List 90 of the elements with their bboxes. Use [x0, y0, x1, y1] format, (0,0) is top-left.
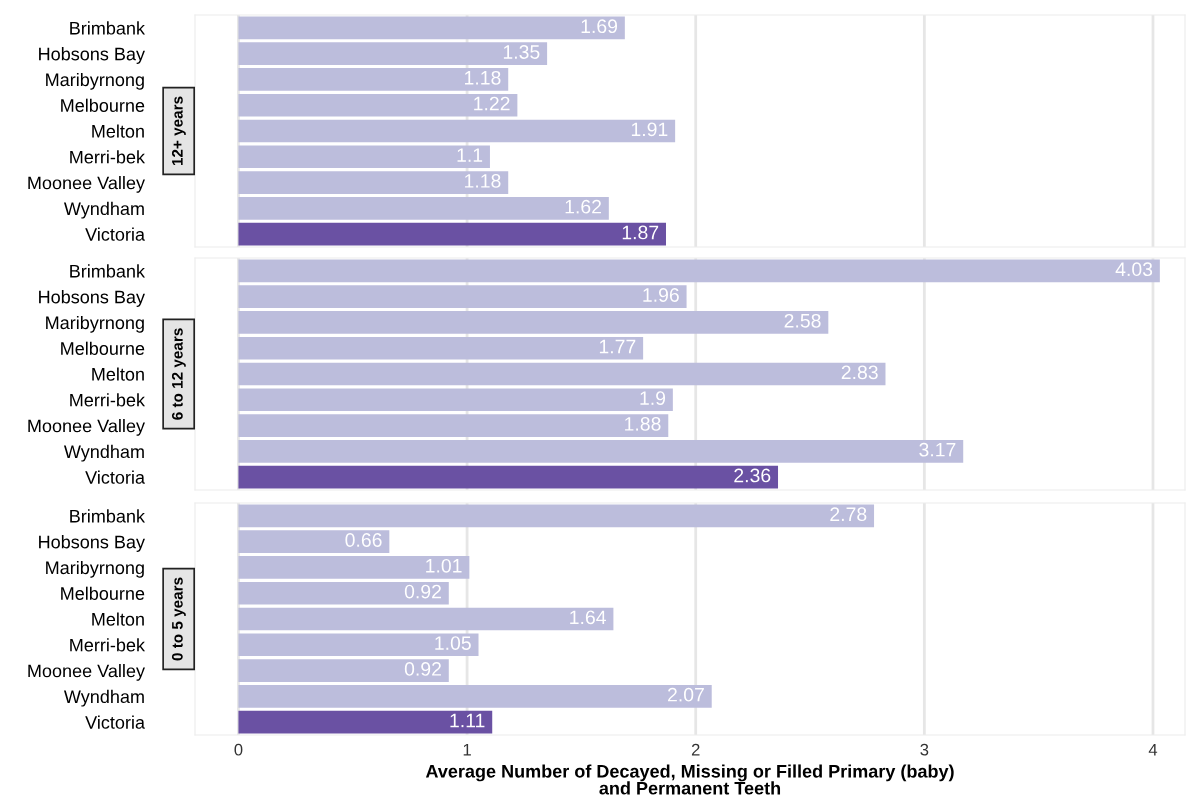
y-tick-label: Maribyrnong — [46, 315, 144, 333]
data-label: 0.92 — [404, 584, 441, 599]
data-label: 3.17 — [919, 442, 956, 457]
bar — [238, 414, 669, 437]
y-tick-label: Brimbank — [70, 264, 146, 278]
bar — [238, 581, 449, 605]
y-tick-label: Victoria — [85, 227, 145, 241]
y-tick-label: Moonee Valley — [28, 176, 145, 193]
data-label: 1.22 — [474, 96, 510, 111]
bar — [238, 42, 548, 66]
bar — [238, 684, 712, 708]
data-label: 2.78 — [830, 507, 867, 522]
text: 12+ years — [171, 96, 186, 166]
bar — [238, 465, 779, 489]
bar — [238, 388, 673, 412]
y-tick-label: Melbourne — [61, 586, 145, 600]
bar — [238, 196, 609, 220]
y-tick-label: Victoria — [85, 470, 145, 484]
data-label: 1.69 — [581, 19, 618, 34]
data-label: 1.62 — [565, 199, 601, 214]
data-label: 0.66 — [345, 533, 382, 547]
bar — [238, 659, 449, 682]
x-tick-label: 0 — [234, 743, 243, 756]
data-label: 1.77 — [599, 339, 636, 354]
data-label: 1.1 — [457, 148, 483, 162]
bar — [238, 16, 625, 40]
y-tick-label: Wyndham — [63, 689, 144, 707]
y-tick-label: Brimbank — [70, 509, 146, 523]
bar — [238, 633, 479, 657]
y-tick-label: Hobsons Bay — [39, 290, 145, 307]
data-label: 1.64 — [570, 610, 606, 625]
y-tick-label: Brimbank — [70, 21, 146, 35]
text: 0 to 5 years — [171, 577, 186, 661]
bar — [238, 222, 666, 246]
bar — [238, 439, 964, 463]
y-tick-label: Melbourne — [61, 98, 145, 112]
data-label: 2.83 — [841, 365, 878, 380]
data-label: 1.9 — [640, 391, 666, 405]
y-tick-label: Melton — [92, 612, 144, 626]
data-label: 1.05 — [435, 636, 471, 650]
data-label: 2.07 — [668, 687, 704, 702]
y-tick-label: Moonee Valley — [28, 664, 145, 681]
y-tick-label: Maribyrnong — [46, 72, 144, 90]
bar — [238, 530, 390, 554]
bar — [238, 285, 687, 309]
y-tick-label: Merri-bek — [70, 150, 146, 164]
bar — [238, 504, 875, 528]
bar — [238, 556, 470, 579]
bar — [238, 145, 490, 169]
bar — [238, 119, 676, 143]
data-label: 0.92 — [404, 662, 441, 676]
bar — [238, 362, 886, 386]
y-tick-label: Moonee Valley — [28, 419, 145, 436]
y-tick-label: Melton — [92, 367, 144, 381]
bar — [238, 311, 829, 334]
data-label: 1.87 — [622, 225, 659, 240]
y-tick-label: Maribyrnong — [46, 560, 144, 578]
bar — [238, 336, 644, 360]
data-label: 1.01 — [426, 558, 462, 573]
data-label: 1.18 — [465, 70, 501, 85]
x-tick-label: 1 — [463, 743, 471, 756]
x-tick-label: 4 — [1148, 743, 1158, 756]
bar — [238, 607, 614, 631]
x-tick-label: 2 — [691, 743, 700, 756]
y-tick-label: Merri-bek — [70, 638, 146, 652]
y-tick-label: Victoria — [85, 715, 145, 729]
y-tick-label: Wyndham — [63, 444, 144, 462]
bar — [238, 259, 1160, 283]
data-label: 1.91 — [631, 122, 668, 137]
y-tick-label: Hobsons Bay — [39, 47, 145, 64]
data-label: 1.18 — [465, 174, 501, 188]
data-label: 2.36 — [734, 468, 771, 483]
data-label: 1.88 — [625, 417, 661, 431]
y-tick-label: Merri-bek — [70, 393, 146, 407]
y-tick-label: Wyndham — [63, 201, 144, 219]
text: 6 to 12 years — [171, 328, 186, 420]
data-label: 1.96 — [643, 288, 679, 302]
bar — [238, 68, 509, 91]
data-label: 4.03 — [1115, 262, 1153, 277]
bar — [238, 710, 493, 734]
data-label: 2.58 — [784, 313, 821, 328]
x-axis-title: Average Number of Decayed, Missing or Filled Primary (baby) and Permanent Teeth — [425, 764, 954, 795]
x-tick-label: 3 — [920, 743, 929, 756]
y-tick-label: Hobsons Bay — [39, 535, 145, 552]
data-label: 1.35 — [503, 45, 540, 59]
bar — [238, 93, 518, 117]
y-tick-label: Melbourne — [61, 341, 145, 355]
bar — [238, 171, 509, 194]
data-label: 1.11 — [450, 713, 485, 728]
y-tick-label: Melton — [92, 124, 144, 138]
